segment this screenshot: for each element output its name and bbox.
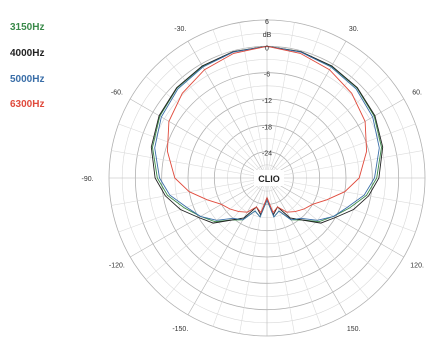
radial-tick-label: -12 xyxy=(262,98,272,105)
radial-tick-label: -24 xyxy=(262,151,272,158)
grid-spoke xyxy=(266,41,347,179)
radial-unit-label: dB xyxy=(263,32,272,39)
grid-spoke xyxy=(212,177,268,327)
grid-spoke xyxy=(266,177,347,315)
grid-spoke xyxy=(239,22,268,179)
grid-spoke xyxy=(266,177,416,233)
grid-spoke xyxy=(187,177,268,315)
grid-spoke xyxy=(266,177,295,334)
radial-tick-label: -6 xyxy=(264,72,270,79)
legend-item-3150hz: 3150Hz xyxy=(10,22,45,33)
angle-tick-label: -30. xyxy=(174,26,186,33)
clio-logo: CLIO xyxy=(254,170,284,186)
grid-spoke xyxy=(145,177,268,280)
grid-spoke xyxy=(266,123,416,179)
angle-tick-label: 150. xyxy=(347,326,361,333)
grid-spoke xyxy=(212,29,268,179)
angle-tick-label: -60. xyxy=(111,89,123,96)
grid-spoke xyxy=(266,76,389,179)
angle-tick-label: 120. xyxy=(410,263,424,270)
legend-item-5000hz: 5000Hz xyxy=(10,74,45,85)
angle-tick-label: 30. xyxy=(349,26,359,33)
legend-item-4000hz: 4000Hz xyxy=(10,48,45,59)
series-line-6300hz xyxy=(166,45,368,214)
grid-spoke xyxy=(111,150,268,179)
grid-spoke xyxy=(130,98,268,179)
grid-spoke xyxy=(145,76,268,179)
grid-spoke xyxy=(266,177,389,280)
grid-spoke xyxy=(118,123,268,179)
grid-spoke xyxy=(239,177,268,334)
grid-spoke xyxy=(165,177,268,300)
angle-tick-label: -120. xyxy=(109,263,125,270)
angle-tick-label: 60. xyxy=(412,89,422,96)
grid-spoke xyxy=(266,177,369,300)
series-layer xyxy=(150,45,384,224)
grid-spoke xyxy=(187,41,268,179)
chart-labels: 60-6-12-18-24dB-30.30.-60.60.-90.90-120.… xyxy=(82,19,424,333)
radial-tick-label: 6 xyxy=(265,19,269,26)
grid-spoke xyxy=(118,177,268,233)
grid-spoke xyxy=(266,29,322,179)
angle-tick-label: -150. xyxy=(172,326,188,333)
grid-spoke xyxy=(266,22,295,179)
grid-spoke xyxy=(266,177,322,327)
angle-tick-label: -90. xyxy=(82,176,94,183)
polar-grid xyxy=(108,19,426,337)
clio-logo-text: CLIO xyxy=(258,174,280,184)
legend-item-6300hz: 6300Hz xyxy=(10,99,45,110)
series-line-5000hz xyxy=(154,45,380,221)
grid-spoke xyxy=(266,56,369,179)
radial-tick-label: 0 xyxy=(265,45,269,52)
radial-tick-label: -18 xyxy=(262,124,272,131)
grid-spoke xyxy=(266,150,423,179)
grid-spoke xyxy=(266,98,404,179)
grid-spoke xyxy=(165,56,268,179)
